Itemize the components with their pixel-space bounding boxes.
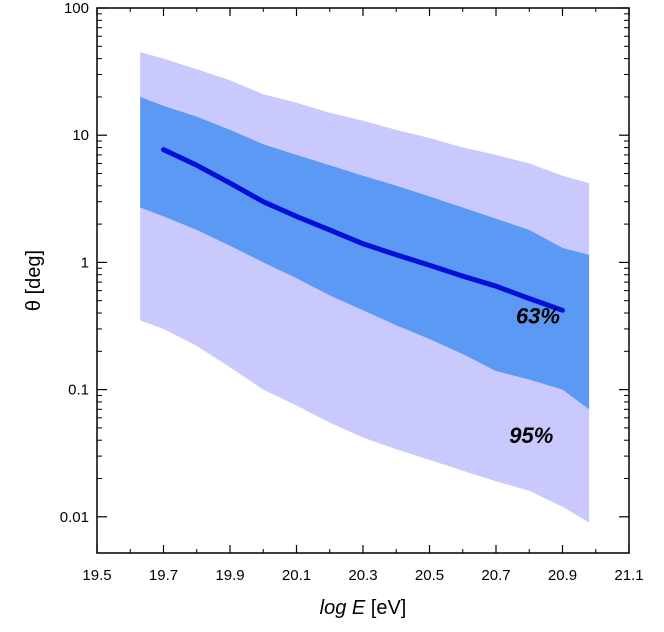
x-tick-label: 19.7	[149, 567, 178, 584]
x-axis-ticks: 19.5 19.7 19.9 20.1 20.3 20.5 20.7 20.9 21.1	[82, 8, 644, 584]
x-tick-label: 19.9	[215, 567, 244, 584]
x-tick-label: 20.3	[348, 567, 377, 584]
x-tick-label: 19.5	[82, 567, 111, 584]
x-tick-label: 20.7	[481, 567, 510, 584]
y-tick-label: 10	[72, 127, 89, 144]
x-tick-label: 20.9	[548, 567, 577, 584]
y-axis-ticks: 0.01 0.1 1 10 100	[60, 0, 629, 526]
y-tick-label: 100	[64, 0, 89, 17]
y-tick-label: 0.1	[68, 382, 89, 399]
y-tick-label: 1	[81, 254, 89, 271]
y-axis-title: θ [deg]	[23, 250, 45, 311]
annotation-95-percent: 95%	[509, 423, 553, 448]
y-tick-label: 0.01	[60, 509, 89, 526]
x-tick-label: 20.1	[282, 567, 311, 584]
median-layer	[161, 147, 565, 313]
band-63-percent	[140, 96, 590, 410]
x-axis-title-italic: log E	[320, 597, 366, 619]
x-axis-title-unit: [eV]	[371, 597, 407, 619]
x-tick-label: 21.1	[614, 567, 643, 584]
confidence-bands	[140, 52, 590, 523]
x-axis-title: log E [eV]	[320, 597, 407, 619]
x-tick-label: 20.5	[415, 567, 444, 584]
median-line	[161, 147, 565, 313]
annotation-63-percent: 63%	[516, 304, 560, 329]
